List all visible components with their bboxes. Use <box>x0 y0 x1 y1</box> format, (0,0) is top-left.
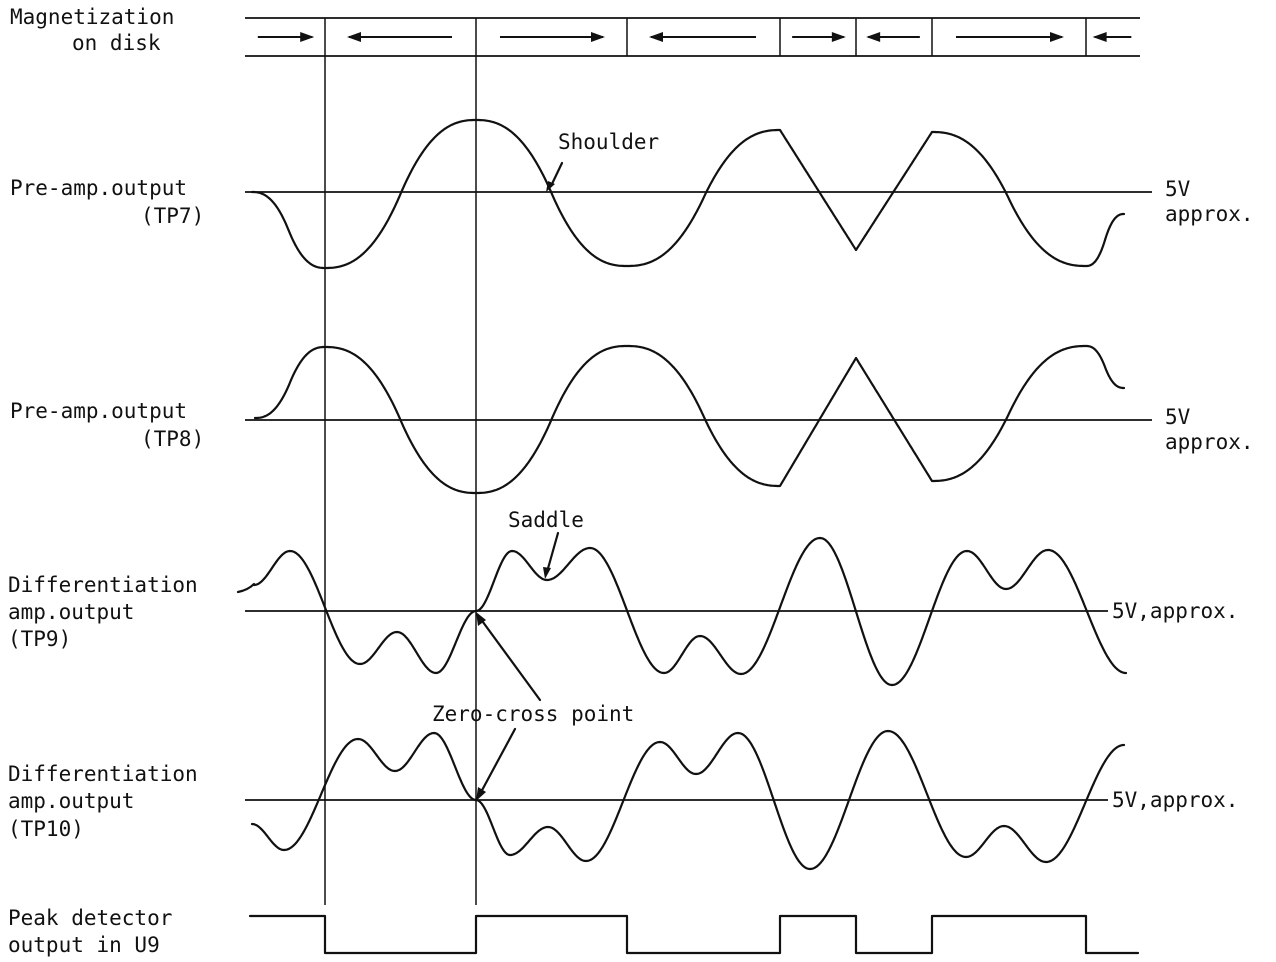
zero-cross-annotation: Zero-cross point <box>432 702 634 726</box>
tp9-waveform <box>252 536 1128 687</box>
magnetization-arrowhead-right <box>831 32 846 42</box>
tp8-level-1: 5V <box>1165 405 1191 429</box>
tp10-waveform <box>250 729 1126 871</box>
saddle-arrowhead <box>543 567 551 579</box>
tp7-level-2: approx. <box>1165 202 1254 226</box>
saddle-pointer <box>545 531 560 574</box>
zero-cross-pointer-down <box>478 727 517 796</box>
shoulder-pointer <box>549 161 564 188</box>
tp7-label-1: Pre-amp.output <box>10 176 187 200</box>
zero-cross-pointer-up <box>478 616 542 702</box>
magnetization-arrowhead-left <box>1092 32 1107 42</box>
zero-cross-arrowhead-down <box>476 787 486 801</box>
magnetization-arrowhead-left <box>649 32 663 42</box>
tp8-level-2: approx. <box>1165 430 1254 454</box>
magnetization-label-1: Magnetization <box>10 5 174 29</box>
magnetization-arrowhead-right <box>1050 32 1064 42</box>
magnetization-arrowhead-right <box>300 32 315 42</box>
shoulder-annotation: Shoulder <box>558 130 659 154</box>
tp7-waveform <box>250 118 1126 270</box>
tp7-label-2: (TP7) <box>141 204 204 228</box>
peak-label-2: output in U9 <box>8 933 160 957</box>
shoulder-arrowhead <box>546 181 555 192</box>
tp9-label-3: (TP9) <box>8 627 71 651</box>
magnetization-arrowhead-left <box>347 32 361 42</box>
peak-detector-waveform <box>248 914 1140 955</box>
magnetization-arrowhead-right <box>591 32 605 42</box>
zero-cross-arrowhead-up <box>476 612 486 626</box>
tp9-label-2: amp.output <box>8 600 134 624</box>
magnetization-arrowhead-left <box>866 32 881 42</box>
tp8-label-2: (TP8) <box>141 427 204 451</box>
magnetization-label-2: on disk <box>72 31 161 55</box>
tp8-label-1: Pre-amp.output <box>10 399 187 423</box>
tp8-waveform <box>253 344 1126 495</box>
peak-label-1: Peak detector <box>8 906 172 930</box>
tp10-label-3: (TP10) <box>8 817 84 841</box>
saddle-annotation: Saddle <box>508 508 584 532</box>
tp9-label-1: Differentiation <box>8 573 198 597</box>
tp10-level: 5V,approx. <box>1112 788 1238 812</box>
tp10-label-1: Differentiation <box>8 762 198 786</box>
magnetization-strip <box>245 17 1140 57</box>
tp9-label-leader <box>236 582 256 594</box>
tp10-label-2: amp.output <box>8 789 134 813</box>
tp9-level: 5V,approx. <box>1112 599 1238 623</box>
tp7-level-1: 5V <box>1165 177 1191 201</box>
